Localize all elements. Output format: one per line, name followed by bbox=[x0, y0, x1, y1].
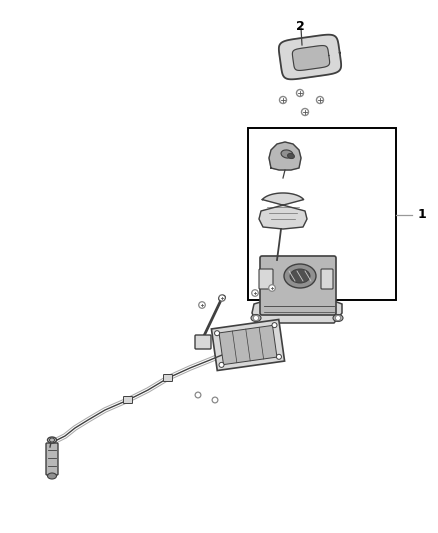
Polygon shape bbox=[212, 319, 285, 370]
FancyBboxPatch shape bbox=[321, 269, 333, 289]
Circle shape bbox=[254, 317, 258, 319]
FancyBboxPatch shape bbox=[124, 397, 133, 403]
Ellipse shape bbox=[47, 473, 57, 479]
Circle shape bbox=[199, 302, 205, 308]
Circle shape bbox=[253, 291, 257, 295]
Circle shape bbox=[318, 98, 322, 102]
FancyBboxPatch shape bbox=[195, 335, 211, 349]
Ellipse shape bbox=[333, 314, 343, 321]
Circle shape bbox=[219, 295, 225, 301]
Polygon shape bbox=[259, 193, 307, 229]
Circle shape bbox=[270, 286, 274, 290]
Ellipse shape bbox=[251, 314, 261, 321]
Circle shape bbox=[337, 317, 339, 319]
Ellipse shape bbox=[284, 264, 316, 288]
Ellipse shape bbox=[219, 362, 224, 367]
Circle shape bbox=[301, 109, 308, 116]
Ellipse shape bbox=[47, 437, 57, 443]
Ellipse shape bbox=[215, 330, 219, 336]
FancyBboxPatch shape bbox=[46, 443, 58, 475]
Circle shape bbox=[303, 110, 307, 114]
Text: 2: 2 bbox=[296, 20, 305, 33]
Ellipse shape bbox=[49, 438, 54, 442]
Polygon shape bbox=[252, 301, 342, 323]
Ellipse shape bbox=[281, 150, 293, 158]
Text: 1: 1 bbox=[418, 208, 427, 222]
Circle shape bbox=[317, 96, 324, 103]
FancyBboxPatch shape bbox=[259, 269, 273, 289]
Circle shape bbox=[252, 290, 258, 296]
Polygon shape bbox=[219, 326, 277, 365]
FancyBboxPatch shape bbox=[260, 256, 336, 315]
Circle shape bbox=[254, 316, 258, 320]
Circle shape bbox=[279, 96, 286, 103]
Circle shape bbox=[213, 399, 216, 401]
Ellipse shape bbox=[276, 354, 282, 359]
Circle shape bbox=[269, 285, 275, 291]
Circle shape bbox=[200, 303, 204, 307]
Circle shape bbox=[297, 90, 304, 96]
Circle shape bbox=[197, 393, 200, 397]
FancyBboxPatch shape bbox=[163, 375, 173, 382]
Polygon shape bbox=[279, 35, 341, 79]
Circle shape bbox=[220, 296, 224, 300]
Polygon shape bbox=[269, 142, 301, 170]
Polygon shape bbox=[293, 46, 330, 70]
Ellipse shape bbox=[219, 295, 225, 301]
Ellipse shape bbox=[290, 269, 310, 283]
Circle shape bbox=[195, 392, 201, 398]
Circle shape bbox=[298, 91, 302, 95]
Circle shape bbox=[281, 98, 285, 102]
Ellipse shape bbox=[288, 154, 294, 159]
Circle shape bbox=[336, 316, 340, 320]
Bar bbox=[248, 128, 396, 300]
Ellipse shape bbox=[272, 322, 277, 328]
Circle shape bbox=[212, 397, 218, 403]
